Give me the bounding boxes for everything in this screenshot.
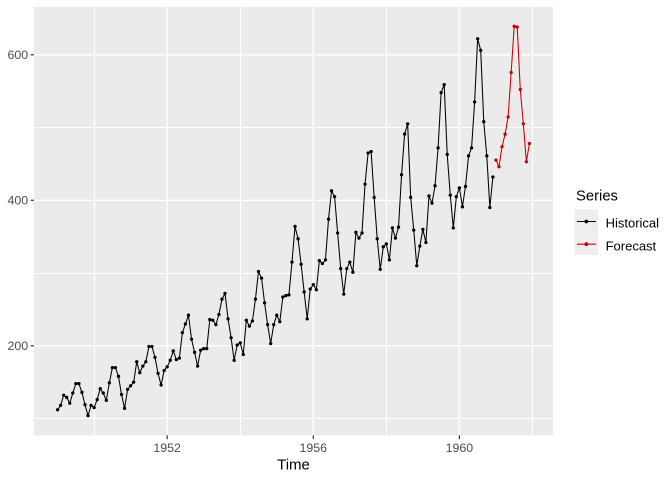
svg-text:Forecast: Forecast bbox=[606, 238, 657, 253]
svg-text:400: 400 bbox=[8, 194, 29, 208]
svg-text:Time: Time bbox=[277, 457, 310, 474]
svg-text:1960: 1960 bbox=[446, 441, 474, 455]
svg-text:200: 200 bbox=[8, 339, 29, 353]
svg-text:Series: Series bbox=[576, 189, 618, 205]
svg-text:1952: 1952 bbox=[153, 441, 181, 455]
svg-text:600: 600 bbox=[8, 48, 29, 62]
svg-text:Historical: Historical bbox=[606, 216, 660, 231]
svg-text:1956: 1956 bbox=[300, 441, 328, 455]
